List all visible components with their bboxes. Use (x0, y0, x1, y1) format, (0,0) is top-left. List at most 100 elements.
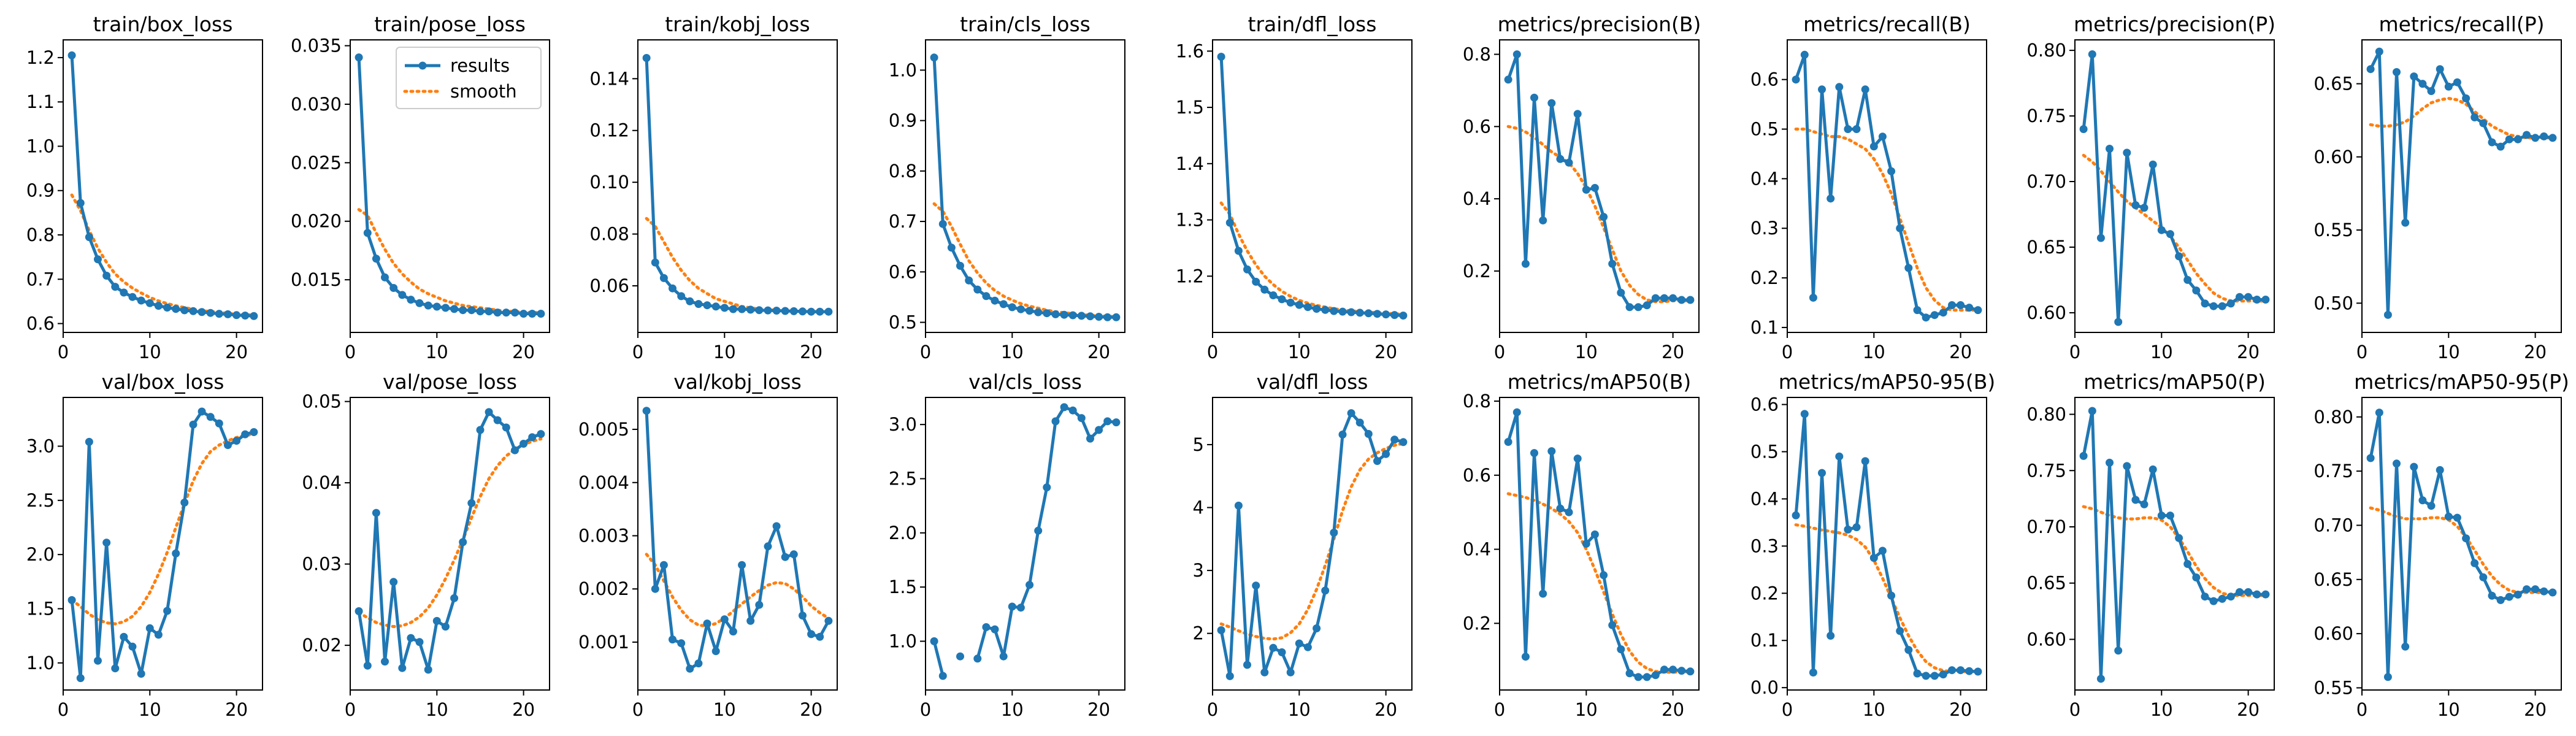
results-data-point (224, 441, 232, 450)
results-data-point (189, 420, 197, 429)
results-data-point (163, 304, 172, 312)
results-data-point (1600, 213, 1608, 221)
results-data-point (781, 307, 789, 315)
results-data-point (1355, 418, 1364, 427)
results-data-point (519, 310, 528, 318)
results-data-point (2209, 302, 2218, 310)
results-data-point (2106, 458, 2114, 467)
results-data-point (1643, 673, 1651, 681)
results-data-point (1217, 626, 1225, 634)
results-data-point (1051, 417, 1060, 426)
results-data-point (1686, 667, 1695, 676)
results-data-point (2140, 500, 2149, 508)
x-tick-label: 0 (920, 342, 931, 362)
chart-title: val/dfl_loss (1256, 370, 1368, 394)
results-data-point (2096, 675, 2105, 683)
y-tick-label: 5 (1193, 434, 1204, 455)
results-data-point (1669, 665, 1677, 674)
y-tick-label: 0.75 (2313, 461, 2353, 481)
panel-metrics-map50-95-b: metrics/mAP50-95(B) 0 10 20 0.0 0.1 0.2 0.3 0.4 0… (1750, 370, 1995, 720)
results-data-point (1965, 304, 1974, 312)
results-data-point (2505, 135, 2513, 144)
y-tick-label: 3 (1193, 560, 1204, 581)
results-series-line (70, 410, 255, 680)
results-data-point (94, 656, 102, 665)
results-data-point (1286, 298, 1295, 307)
x-tick-label: 10 (2437, 699, 2460, 720)
results-data-point (2183, 560, 2192, 568)
results-series-line (1219, 56, 1404, 317)
results-data-point (1390, 435, 1399, 444)
results-data-point (407, 296, 415, 304)
results-data-point (1016, 305, 1025, 313)
results-data-point (1373, 310, 1381, 318)
results-data-point (816, 307, 824, 316)
y-tick-label: 0.05 (302, 391, 342, 412)
results-data-point (1835, 83, 1844, 91)
results-data-point (1243, 661, 1251, 669)
x-tick-label: 10 (426, 699, 448, 720)
y-tick-label: 0.02 (302, 635, 342, 656)
results-data-point (1313, 624, 1321, 632)
results-data-point (703, 619, 711, 628)
results-series-line (2369, 50, 2553, 316)
y-tick-label: 0.10 (589, 172, 629, 193)
results-series-line (357, 57, 541, 315)
results-data-point (1286, 668, 1295, 677)
results-data-point (1252, 277, 1260, 286)
legend-results-marker (418, 61, 427, 70)
axes-frame (350, 397, 550, 691)
y-tick-label: 0.08 (589, 224, 629, 245)
results-series-line (645, 58, 829, 313)
results-data-point (2427, 502, 2436, 510)
x-tick-label: 0 (1782, 699, 1793, 720)
results-data-point (2505, 592, 2513, 601)
results-data-point (1556, 504, 1565, 513)
y-tick-label: 0.8 (1463, 44, 1491, 65)
results-series-line (70, 55, 255, 318)
panel-metrics-precision-p: metrics/precision(P) 0 10 20 0.60 0.65 0.70 0.7… (2026, 12, 2275, 362)
results-data-point (137, 670, 145, 678)
y-tick-label: 0.6 (1750, 394, 1779, 415)
results-data-point (2462, 94, 2471, 102)
y-tick-label: 0.035 (291, 36, 342, 56)
results-data-point (2157, 512, 2166, 520)
results-data-point (2453, 78, 2461, 86)
results-data-point (2366, 65, 2375, 74)
results-data-point (2401, 642, 2410, 651)
results-data-point (197, 308, 206, 316)
results-data-point (2488, 138, 2496, 147)
results-data-point (1608, 621, 1617, 629)
results-data-point (1068, 311, 1077, 320)
results-data-point (111, 664, 120, 673)
results-series-line (357, 410, 542, 672)
results-data-point (1504, 75, 1512, 84)
y-tick-label: 0.1 (1750, 630, 1779, 651)
results-data-point (1112, 418, 1121, 427)
results-data-point (2192, 573, 2201, 581)
chart-title: train/pose_loss (374, 12, 526, 36)
panel-train-dfl-loss: train/dfl_loss 0 10 20 1.2 1.3 1.4 1.5 1.6 (1176, 12, 1413, 362)
y-tick-label: 1.0 (26, 653, 55, 673)
results-data-point (1103, 417, 1112, 426)
results-data-point (1827, 632, 1835, 640)
results-data-point (720, 615, 729, 624)
results-data-point (145, 624, 154, 632)
results-data-point (1582, 540, 1590, 548)
results-data-point (669, 284, 677, 293)
results-data-point (2261, 296, 2270, 304)
chart-title: train/cls_loss (960, 12, 1091, 36)
results-data-point (659, 561, 668, 569)
x-tick-label: 20 (1374, 342, 1397, 362)
results-data-point (1861, 85, 1869, 94)
y-tick-label: 0.5 (1750, 441, 1779, 462)
y-tick-label: 0.3 (1750, 218, 1779, 239)
results-data-point (1852, 125, 1861, 133)
y-tick-label: 0.65 (2313, 74, 2353, 94)
results-data-point (1852, 523, 1861, 532)
results-data-point (799, 611, 807, 620)
results-data-point (2436, 65, 2444, 74)
results-data-point (2226, 592, 2235, 601)
results-data-point (441, 304, 450, 312)
smooth-series-line (1506, 125, 1692, 304)
